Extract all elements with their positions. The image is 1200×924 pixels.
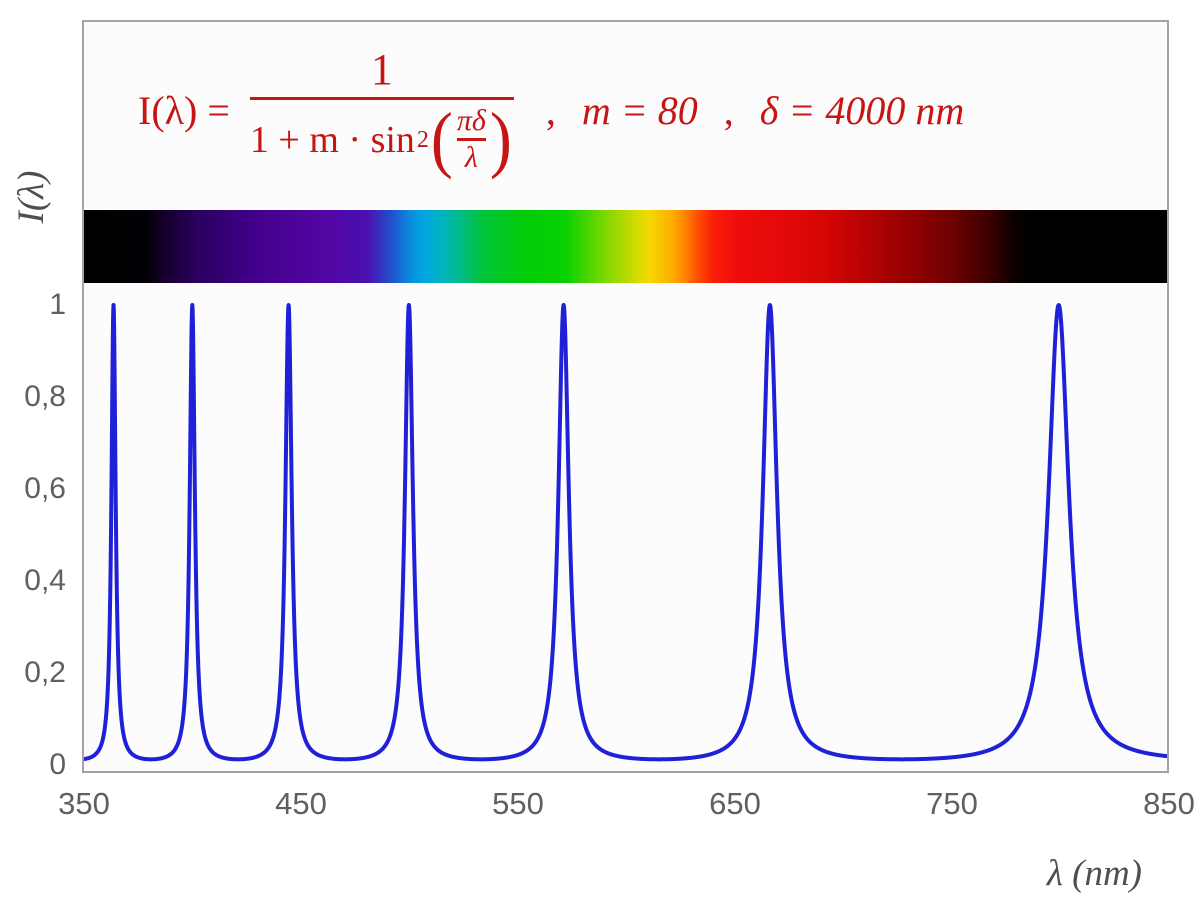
x-tick-850: 850 (1143, 786, 1195, 821)
fraction-numerator: 1 (370, 45, 393, 95)
fraction-bar (249, 97, 514, 101)
x-tick-750: 750 (926, 786, 978, 821)
y-tick-0_8: 0,8 (24, 380, 66, 413)
y-tick-0_4: 0,4 (24, 564, 66, 597)
delta-parameter: δ = 4000 nm (759, 87, 965, 133)
fraction-denominator: 1 + m · sin 2 ( πδ λ ) (249, 98, 512, 181)
x-tick-650: 650 (709, 786, 761, 821)
visible-spectrum-bar (84, 210, 1167, 283)
x-tick-350: 350 (58, 786, 110, 821)
y-tick-0_6: 0,6 (24, 472, 66, 505)
open-paren: ( (430, 98, 453, 181)
x-tick-550: 550 (492, 786, 544, 821)
inner-fraction-bar (456, 138, 486, 141)
formula-lhs: I(λ) (138, 87, 198, 133)
y-tick-1: 1 (49, 288, 66, 321)
formula-fraction: 1 1 + m · sin 2 ( πδ λ ) (249, 45, 514, 181)
x-axis-title: λ (nm) (1046, 853, 1142, 894)
plot-frame: I(λ) = 1 1 + m · sin 2 ( πδ λ ) , m = 80 (82, 20, 1169, 773)
formula-comma-1: , (545, 87, 556, 133)
denominator-text: 1 + m · sin (249, 118, 415, 161)
y-axis-title: I(λ) (11, 170, 52, 224)
inner-fraction: πδ λ (456, 104, 486, 174)
inner-numerator: πδ (456, 104, 486, 138)
airy-curve (84, 303, 1167, 762)
x-tick-450: 450 (275, 786, 327, 821)
formula-equals: = (207, 87, 230, 133)
close-paren: ) (489, 98, 512, 181)
intensity-formula: I(λ) = 1 1 + m · sin 2 ( πδ λ ) , m = 80 (84, 30, 1167, 190)
inner-denominator: λ (464, 140, 478, 174)
m-parameter: m = 80 (581, 87, 698, 133)
y-tick-0_2: 0,2 (24, 656, 66, 689)
formula-comma-2: , (723, 87, 734, 133)
y-tick-0: 0 (49, 748, 66, 781)
curve-svg (84, 303, 1167, 762)
